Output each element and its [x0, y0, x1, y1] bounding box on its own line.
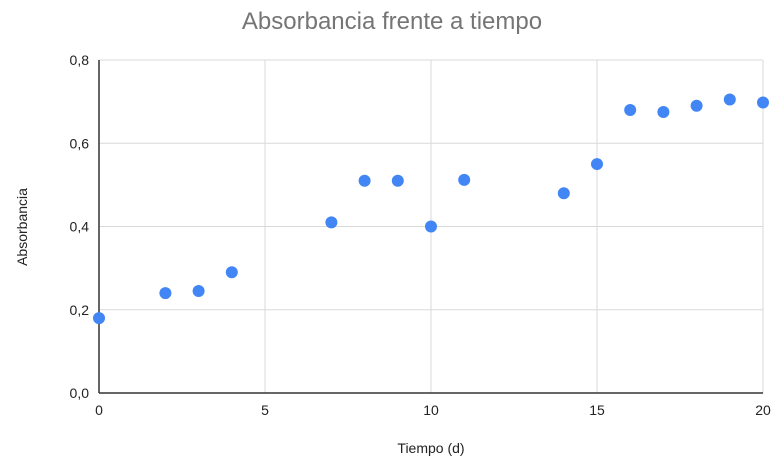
y-tick-label: 0,6	[70, 135, 90, 151]
x-axis-label: Tiempo (d)	[397, 440, 464, 456]
y-tick-label: 0,0	[70, 385, 90, 401]
data-point	[325, 216, 338, 229]
data-point	[425, 220, 437, 233]
data-point	[192, 285, 205, 298]
data-point	[723, 93, 736, 106]
y-tick-label: 0,4	[70, 219, 90, 235]
axes	[98, 60, 763, 394]
x-tick-label: 5	[261, 402, 269, 418]
data-point	[159, 287, 172, 300]
data-point	[757, 96, 769, 109]
data-point	[591, 158, 603, 171]
data-point	[557, 187, 570, 200]
data-point	[391, 174, 404, 187]
data-point	[93, 312, 105, 325]
x-tick-label: 0	[95, 402, 103, 418]
data-point	[657, 106, 670, 119]
y-tick-label: 0,2	[70, 302, 90, 318]
data-point	[225, 266, 238, 279]
x-tick-label: 15	[589, 402, 605, 418]
x-tick-label: 10	[423, 402, 439, 418]
chart-title: Absorbancia frente a tiempo	[242, 8, 542, 35]
data-points	[93, 93, 769, 325]
data-point	[690, 99, 703, 112]
data-point	[458, 173, 471, 186]
data-point	[358, 174, 371, 187]
y-tick-label: 0,8	[70, 52, 90, 68]
data-point	[624, 103, 637, 116]
x-tick-label: 20	[755, 402, 771, 418]
y-axis-label: Absorbancia	[14, 188, 30, 266]
tick-labels: 0,0 0,2 0,4 0,6 0,8 0 5 10 15 20	[70, 52, 771, 418]
